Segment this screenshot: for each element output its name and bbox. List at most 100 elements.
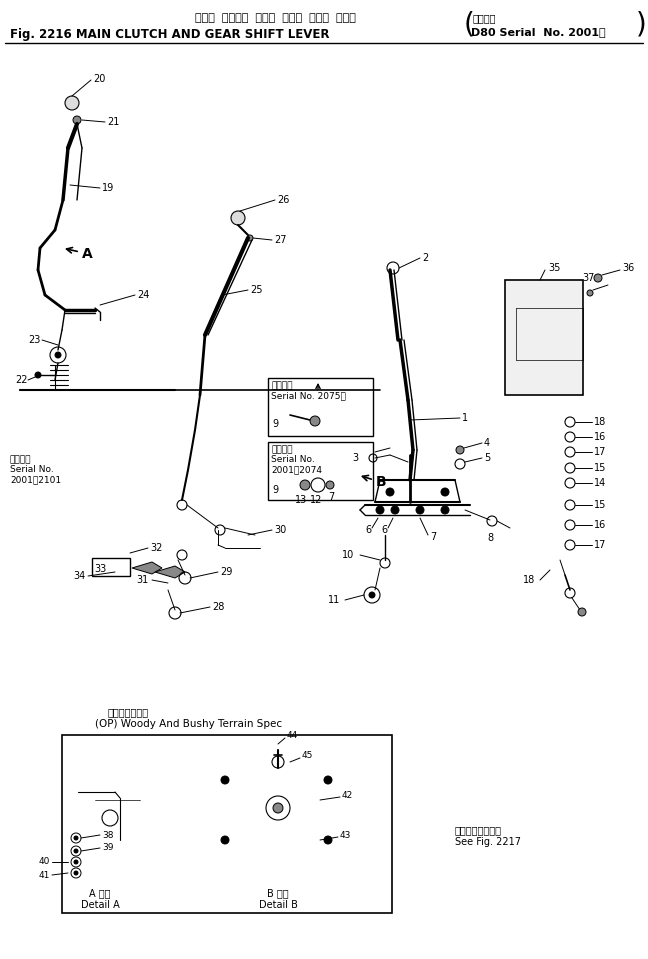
Text: 第２２１７図参照: 第２２１７図参照	[455, 825, 502, 835]
Circle shape	[391, 506, 399, 514]
Text: 29: 29	[220, 567, 233, 577]
Text: メイン  クラッチ  および  ギヤー  シフト  レバー: メイン クラッチ および ギヤー シフト レバー	[195, 13, 356, 23]
Text: 38: 38	[102, 830, 113, 839]
Text: 24: 24	[137, 290, 150, 300]
Text: 17: 17	[594, 447, 607, 457]
Polygon shape	[132, 562, 162, 574]
Text: 8: 8	[487, 533, 493, 543]
Text: 22: 22	[15, 375, 27, 385]
Text: 1: 1	[462, 413, 468, 423]
Text: 35: 35	[548, 263, 561, 273]
Text: 43: 43	[340, 830, 351, 839]
Text: 10: 10	[342, 550, 354, 560]
Text: 6: 6	[365, 525, 371, 535]
Circle shape	[221, 776, 229, 784]
Circle shape	[221, 836, 229, 844]
Text: 18: 18	[594, 417, 607, 427]
Text: 39: 39	[102, 844, 113, 853]
Circle shape	[55, 352, 61, 358]
Text: 32: 32	[150, 543, 163, 553]
Circle shape	[587, 290, 593, 296]
Text: See Fig. 2217: See Fig. 2217	[455, 837, 521, 847]
Bar	[268, 442, 373, 500]
Text: 5: 5	[484, 453, 491, 463]
Circle shape	[386, 488, 394, 496]
Circle shape	[594, 274, 602, 282]
Circle shape	[247, 235, 253, 241]
Text: 28: 28	[212, 602, 224, 612]
Text: 2: 2	[422, 253, 428, 263]
Text: 7: 7	[430, 532, 436, 542]
Text: 19: 19	[102, 183, 114, 193]
Text: A 詳細: A 詳細	[89, 888, 111, 898]
Text: 11: 11	[328, 595, 340, 605]
Text: 適用号機: 適用号機	[473, 13, 496, 23]
Text: 42: 42	[342, 790, 353, 800]
Text: 4: 4	[484, 438, 490, 448]
Text: 23: 23	[28, 335, 40, 345]
Text: 適用号機
Serial No.
2001～2101: 適用号機 Serial No. 2001～2101	[10, 455, 61, 485]
Text: B 詳細: B 詳細	[267, 888, 289, 898]
Circle shape	[441, 488, 449, 496]
Circle shape	[369, 592, 375, 598]
Text: 6: 6	[381, 525, 387, 535]
Text: 37: 37	[582, 273, 594, 283]
Text: Serial No.: Serial No.	[271, 455, 315, 464]
Text: 40: 40	[39, 857, 50, 867]
Text: 9: 9	[272, 485, 278, 495]
Text: ): )	[636, 10, 647, 38]
Text: 草林草木地専用: 草林草木地専用	[108, 707, 149, 717]
Circle shape	[65, 96, 79, 110]
Circle shape	[74, 836, 78, 840]
Circle shape	[73, 116, 81, 124]
Circle shape	[300, 480, 310, 490]
Circle shape	[273, 803, 283, 813]
Circle shape	[74, 860, 78, 864]
Polygon shape	[210, 768, 343, 848]
Text: 9: 9	[272, 419, 278, 429]
Circle shape	[74, 871, 78, 875]
Text: 33: 33	[94, 564, 106, 574]
Text: 25: 25	[250, 285, 262, 295]
Circle shape	[578, 608, 586, 616]
Text: (: (	[464, 10, 475, 38]
Text: 14: 14	[594, 478, 607, 488]
Circle shape	[376, 506, 384, 514]
Text: D80 Serial  No. 2001～: D80 Serial No. 2001～	[471, 27, 606, 37]
Circle shape	[35, 372, 41, 378]
Text: 16: 16	[594, 432, 607, 442]
Text: 45: 45	[302, 752, 314, 760]
Text: 適用号機: 適用号機	[271, 445, 292, 454]
Text: 18: 18	[523, 575, 535, 585]
Bar	[92, 558, 130, 576]
Bar	[505, 280, 583, 395]
Circle shape	[74, 849, 78, 853]
Polygon shape	[155, 566, 185, 578]
Text: 21: 21	[107, 117, 119, 127]
Text: B: B	[376, 475, 387, 489]
Circle shape	[310, 416, 320, 426]
Text: 7: 7	[328, 492, 334, 502]
Text: 36: 36	[622, 263, 634, 273]
Circle shape	[326, 481, 334, 489]
Text: Fig. 2216 MAIN CLUTCH AND GEAR SHIFT LEVER: Fig. 2216 MAIN CLUTCH AND GEAR SHIFT LEV…	[10, 28, 329, 41]
Bar	[62, 735, 392, 913]
Text: 31: 31	[136, 575, 148, 585]
Text: Serial No. 2075～: Serial No. 2075～	[271, 391, 346, 400]
Text: 13: 13	[295, 495, 307, 505]
Text: A: A	[82, 247, 93, 261]
Text: 2001～2074: 2001～2074	[271, 465, 322, 474]
Text: 44: 44	[287, 732, 298, 740]
Circle shape	[324, 776, 332, 784]
Text: 適用号機: 適用号機	[271, 381, 292, 390]
Bar	[268, 378, 373, 436]
Text: Detail B: Detail B	[259, 900, 297, 910]
Text: 17: 17	[594, 540, 607, 550]
Circle shape	[416, 506, 424, 514]
Circle shape	[231, 211, 245, 225]
Text: 15: 15	[594, 500, 607, 510]
Circle shape	[456, 446, 464, 454]
Text: 12: 12	[310, 495, 322, 505]
Text: 26: 26	[277, 195, 290, 205]
Text: 3: 3	[352, 453, 358, 463]
